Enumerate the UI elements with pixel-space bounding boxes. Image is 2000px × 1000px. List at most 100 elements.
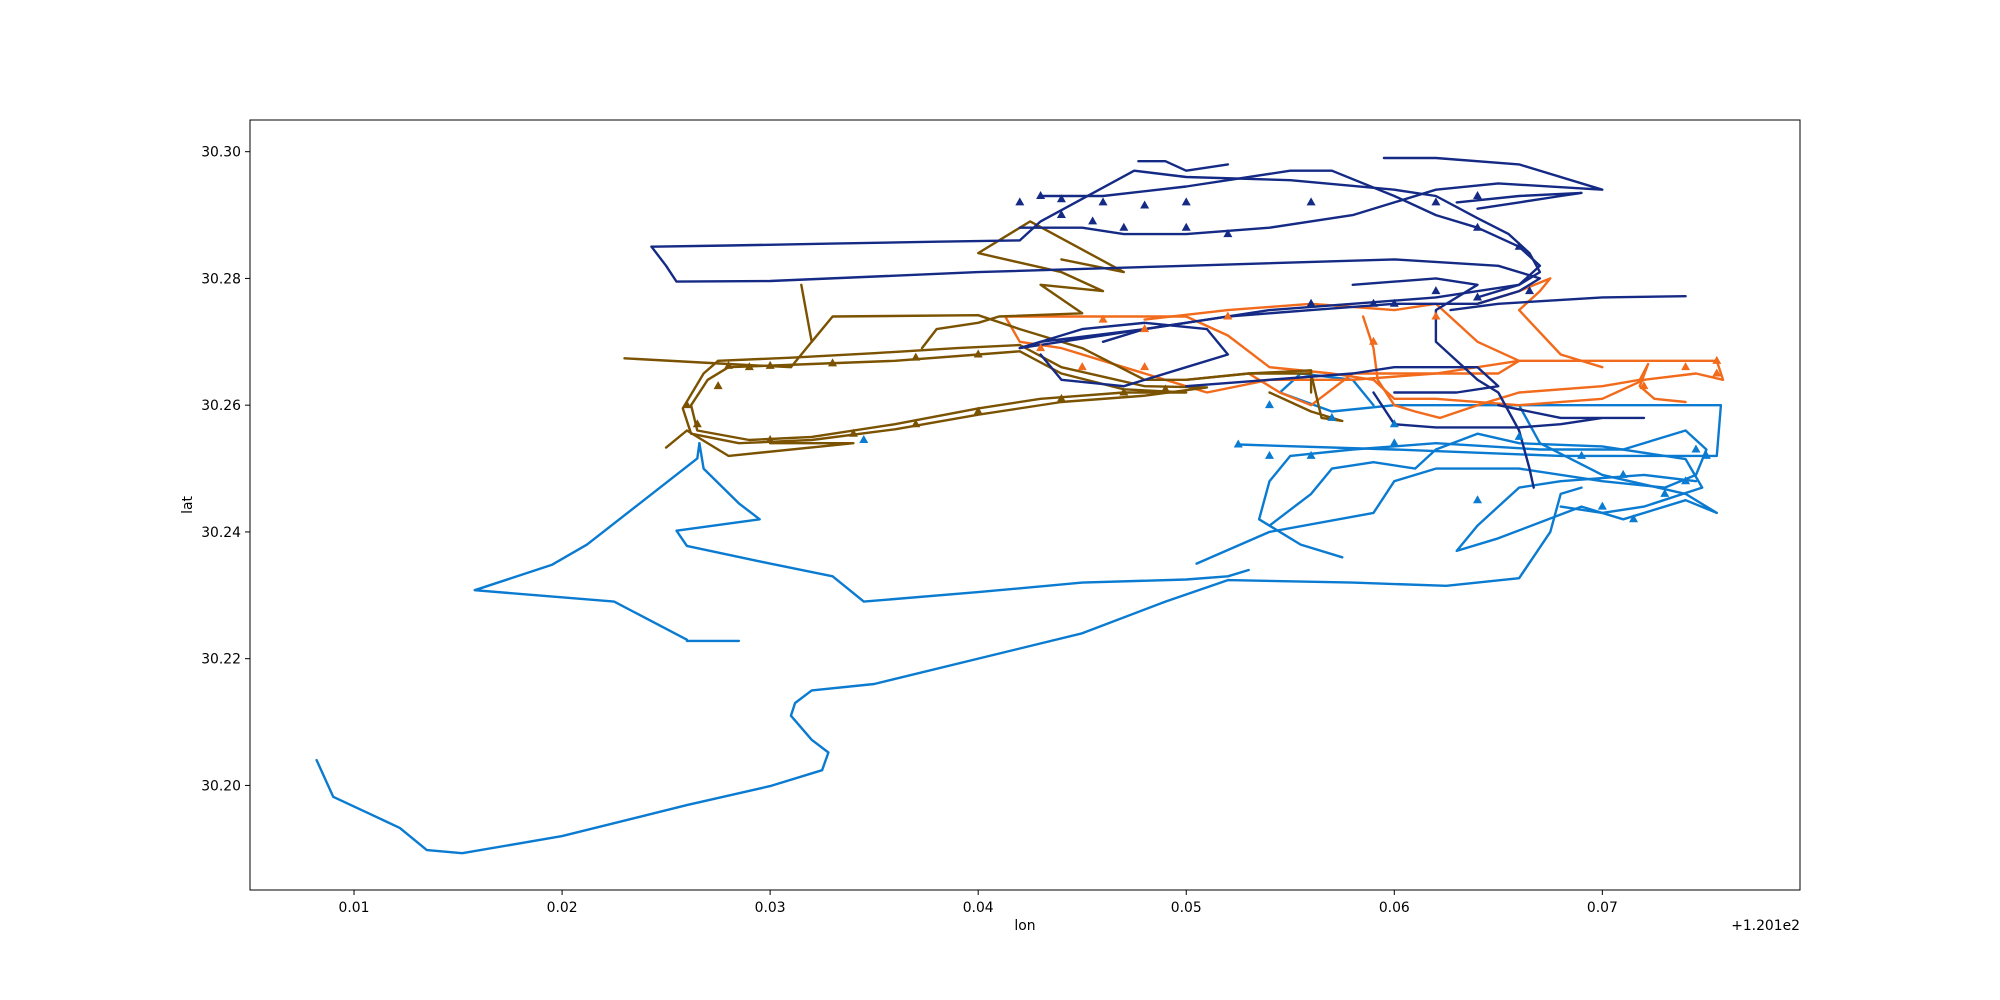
track-line-25 bbox=[1018, 321, 1230, 388]
x-tick-label: 0.05 bbox=[1171, 900, 1202, 916]
x-tick-label: 0.02 bbox=[547, 900, 578, 916]
track-line-21 bbox=[1351, 277, 1535, 489]
track-marker bbox=[1160, 384, 1170, 393]
track-marker bbox=[692, 419, 702, 428]
track-line-13 bbox=[681, 343, 1209, 445]
track-line-10 bbox=[1361, 315, 1687, 420]
y-tick-label: 30.20 bbox=[201, 778, 241, 794]
track-line-23 bbox=[1018, 156, 1604, 236]
y-axis-label: lat bbox=[180, 496, 196, 514]
x-tick-label: 0.01 bbox=[339, 900, 370, 916]
track-marker bbox=[911, 419, 921, 428]
track-marker bbox=[1140, 200, 1150, 209]
x-tick-label: 0.07 bbox=[1587, 900, 1618, 916]
track-markers bbox=[682, 191, 1722, 523]
track-marker bbox=[1056, 393, 1066, 402]
track-marker bbox=[911, 352, 921, 361]
track-line-2 bbox=[473, 442, 741, 643]
track-marker bbox=[1473, 495, 1483, 504]
track-marker bbox=[1223, 311, 1233, 320]
track-marker bbox=[765, 435, 775, 444]
track-line-3 bbox=[675, 442, 1250, 603]
track-marker bbox=[1712, 355, 1722, 364]
track-marker bbox=[1639, 381, 1649, 390]
track-marker bbox=[1431, 311, 1441, 320]
track-marker bbox=[1577, 450, 1587, 459]
track-marker bbox=[1431, 286, 1441, 295]
track-marker bbox=[1233, 439, 1243, 448]
track-marker bbox=[1597, 501, 1607, 510]
track-marker bbox=[1525, 286, 1535, 295]
track-line-28 bbox=[1455, 191, 1583, 210]
x-tick-label: 0.04 bbox=[963, 900, 994, 916]
y-axis: 30.20 30.22 30.24 30.26 30.28 30.30 bbox=[201, 145, 250, 794]
track-marker bbox=[724, 360, 734, 369]
track-marker bbox=[1712, 368, 1722, 377]
track-marker bbox=[1077, 362, 1087, 371]
track-marker bbox=[1056, 194, 1066, 203]
track-marker bbox=[1119, 222, 1129, 231]
track-lines bbox=[315, 156, 1725, 855]
track-line-8 bbox=[1004, 315, 1725, 407]
track-line-4 bbox=[1195, 429, 1708, 565]
track-marker bbox=[1056, 210, 1066, 219]
track-marker bbox=[1140, 324, 1150, 333]
track-line-27 bbox=[1184, 366, 1500, 394]
track-line-6 bbox=[1455, 404, 1719, 553]
track-marker bbox=[1691, 444, 1701, 453]
track-marker bbox=[1140, 362, 1150, 371]
track-line-22 bbox=[1449, 295, 1687, 312]
track-marker bbox=[765, 360, 775, 369]
x-tick-label: 0.03 bbox=[755, 900, 786, 916]
track-line-1 bbox=[315, 486, 1583, 855]
track-marker bbox=[1119, 387, 1129, 396]
track-marker bbox=[1618, 469, 1628, 478]
track-marker bbox=[1473, 191, 1483, 200]
track-marker bbox=[1389, 419, 1399, 428]
track-marker bbox=[1473, 292, 1483, 301]
track-marker bbox=[1306, 197, 1316, 206]
x-axis-offset-label: +1.201e2 bbox=[1731, 918, 1800, 934]
track-marker bbox=[1389, 298, 1399, 307]
track-marker bbox=[1681, 362, 1691, 371]
track-marker bbox=[1514, 431, 1524, 440]
track-marker bbox=[1681, 476, 1691, 485]
track-marker bbox=[1036, 343, 1046, 352]
track-marker bbox=[1368, 336, 1378, 345]
track-marker bbox=[1264, 400, 1274, 409]
track-marker bbox=[973, 406, 983, 415]
track-marker bbox=[1223, 229, 1233, 238]
track-marker bbox=[1306, 298, 1316, 307]
track-line-7 bbox=[1268, 432, 1704, 527]
y-tick-label: 30.24 bbox=[201, 525, 241, 541]
track-marker bbox=[744, 362, 754, 371]
track-marker bbox=[1098, 314, 1108, 323]
track-marker bbox=[828, 358, 838, 367]
plot-frame bbox=[249, 119, 1801, 891]
y-tick-label: 30.28 bbox=[201, 271, 241, 287]
track-marker bbox=[1473, 222, 1483, 231]
y-tick-label: 30.30 bbox=[201, 145, 241, 161]
track-marker bbox=[1389, 438, 1399, 447]
track-marker bbox=[713, 381, 723, 390]
track-line-17 bbox=[1184, 372, 1344, 423]
track-marker bbox=[1181, 197, 1191, 206]
track-marker bbox=[1514, 241, 1524, 250]
track-marker bbox=[1015, 197, 1025, 206]
track-marker bbox=[1181, 222, 1191, 231]
x-axis-label: lon bbox=[1014, 918, 1035, 934]
track-marker bbox=[1660, 488, 1670, 497]
track-line-15 bbox=[664, 429, 855, 458]
y-tick-label: 30.26 bbox=[201, 398, 241, 414]
x-axis: 0.01 0.02 0.03 0.04 0.05 0.06 0.07 bbox=[339, 890, 1618, 916]
track-marker bbox=[1098, 197, 1108, 206]
track-line-16 bbox=[920, 220, 1126, 350]
track-marker bbox=[848, 428, 858, 437]
track-marker bbox=[859, 435, 869, 444]
track-marker bbox=[1088, 216, 1098, 225]
track-line-26 bbox=[1372, 391, 1646, 429]
y-tick-label: 30.22 bbox=[201, 652, 241, 668]
track-marker bbox=[1264, 450, 1274, 459]
